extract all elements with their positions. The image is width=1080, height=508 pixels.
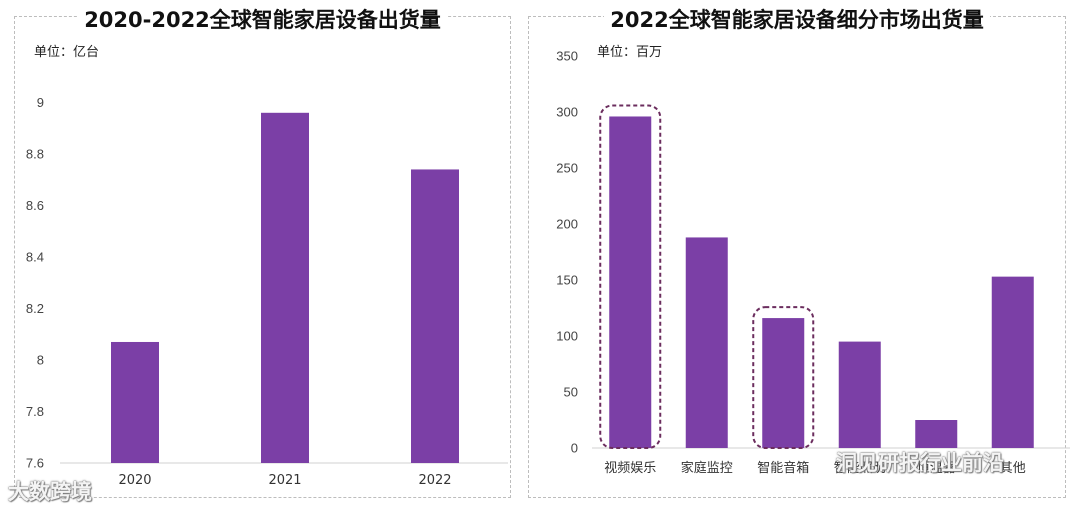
left-chart-unit: 单位：亿台 (34, 45, 100, 60)
y-tick-label: 300 (556, 105, 578, 120)
x-tick-label: 视频娱乐 (604, 461, 656, 476)
bar (762, 318, 805, 448)
right-chart-title: 2022全球智能家居设备细分市场出货量 (528, 4, 1066, 34)
left-watermark: 大数跨境 (8, 480, 92, 504)
bar (411, 169, 459, 463)
bar (838, 341, 881, 448)
x-tick-label: 恒温器 (917, 461, 956, 476)
bar (261, 112, 309, 464)
x-tick-label: 2022 (418, 473, 451, 488)
right-chart-unit: 单位：百万 (597, 45, 663, 60)
y-tick-label: 350 (556, 49, 578, 64)
x-tick-label: 家庭监控 (681, 460, 733, 476)
bar (609, 116, 652, 448)
x-tick-label: 智能音箱 (757, 460, 809, 476)
y-tick-label: 8.4 (26, 250, 44, 265)
y-tick-label: 0 (571, 441, 578, 456)
y-tick-label: 150 (556, 273, 578, 288)
y-tick-label: 200 (556, 217, 578, 232)
y-tick-label: 8.6 (26, 198, 44, 213)
right-watermark: 洞见研报行业前沿 (836, 451, 1004, 475)
bar (991, 276, 1034, 448)
x-tick-label: 其他 (1000, 461, 1026, 476)
bar (111, 341, 159, 463)
y-tick-label: 7.6 (26, 456, 44, 471)
highlight-box (752, 306, 815, 449)
highlight-box (599, 104, 662, 449)
y-tick-label: 9 (37, 95, 44, 110)
x-tick-label: 智能照明 (834, 461, 886, 476)
bar (685, 237, 728, 448)
y-tick-label: 50 (564, 385, 578, 400)
y-tick-label: 8.2 (26, 301, 44, 316)
x-tick-label: 2020 (118, 473, 151, 488)
y-tick-label: 100 (556, 329, 578, 344)
y-tick-label: 7.8 (26, 404, 44, 419)
y-tick-label: 250 (556, 161, 578, 176)
y-tick-label: 8 (37, 353, 44, 368)
x-tick-label: 2021 (268, 473, 301, 488)
bar (915, 420, 958, 448)
y-tick-label: 8.8 (26, 147, 44, 162)
left-chart-title: 2020-2022全球智能家居设备出货量 (14, 4, 511, 34)
